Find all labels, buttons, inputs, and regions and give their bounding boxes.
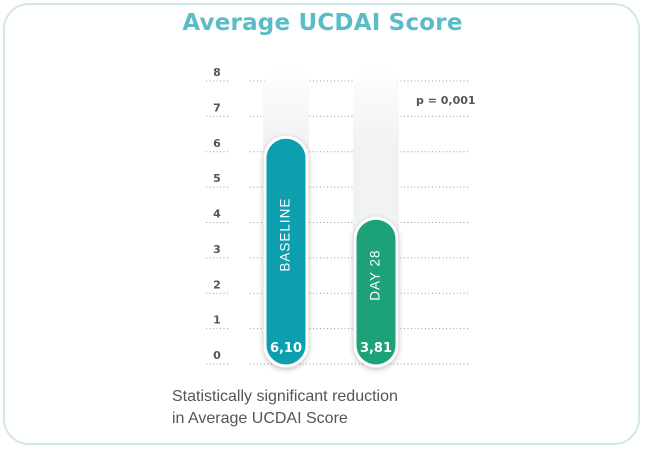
category-label: DAY 28 (368, 249, 383, 300)
bar-group (263, 135, 309, 368)
y-tick-label: 3 (213, 243, 221, 256)
bar-1 (353, 216, 399, 368)
y-tick-label: 5 (213, 172, 221, 185)
y-tick-label: 2 (213, 278, 221, 291)
y-tick-label: 8 (213, 66, 221, 79)
bar-0 (263, 135, 309, 368)
p-value-annotation: p = 0,001 (416, 94, 476, 107)
value-label: 6,10 (270, 341, 302, 356)
category-label: BASELINE (278, 198, 293, 272)
chart-card (3, 3, 640, 445)
caption-line-2: in Average UCDAI Score (172, 410, 348, 427)
y-tick-label: 6 (213, 137, 221, 150)
caption-line-1: Statistically significant reduction (172, 388, 398, 405)
bar-group (353, 216, 399, 368)
y-tick-label: 1 (213, 314, 221, 327)
caption: Statistically significant reduction in A… (172, 386, 398, 430)
y-tick-label: 0 (213, 349, 221, 362)
y-tick-label: 7 (213, 101, 221, 114)
chart-title: Average UCDAI Score (182, 10, 463, 36)
value-label: 3,81 (360, 341, 392, 356)
y-tick-label: 4 (213, 208, 221, 221)
